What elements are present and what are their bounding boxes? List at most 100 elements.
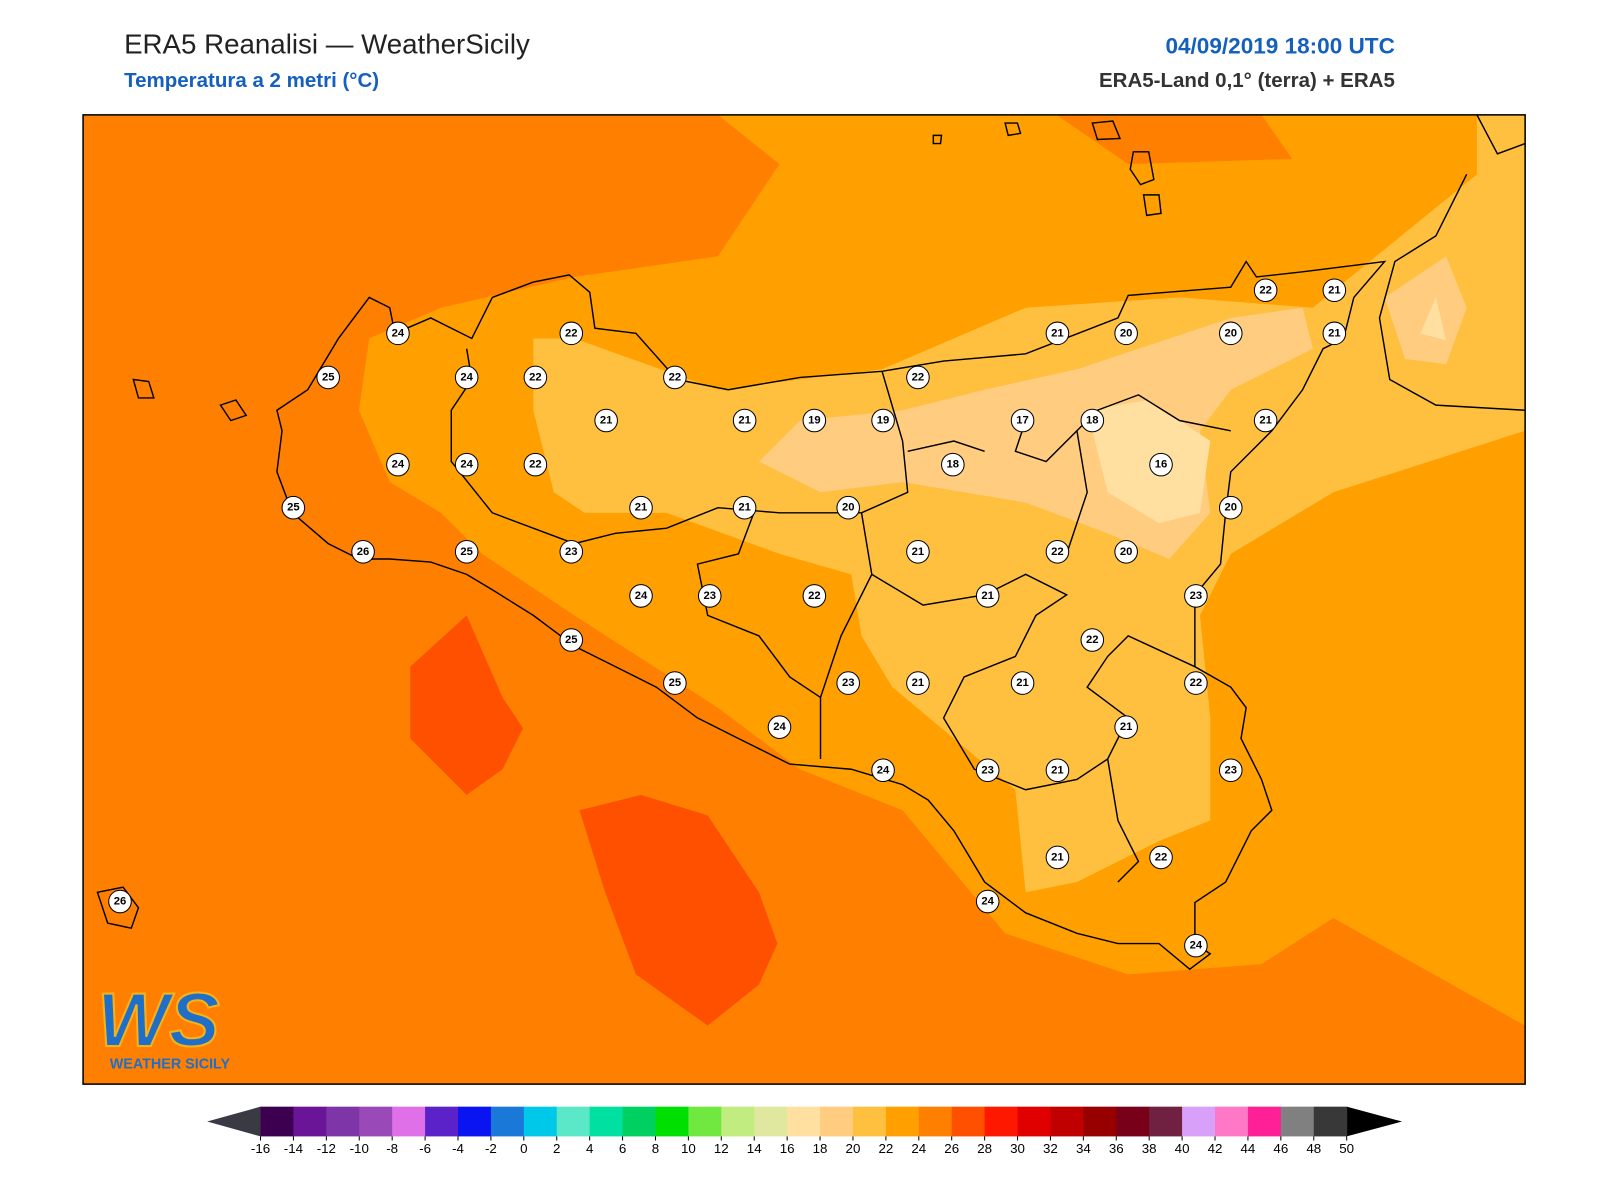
colorbar-tick-label: -2	[485, 1141, 497, 1156]
colorbar-tick-label: 0	[520, 1141, 527, 1156]
colorbar-segment	[688, 1106, 722, 1137]
station-marker	[386, 452, 410, 477]
station-marker	[975, 584, 1000, 608]
contour	[1087, 400, 1211, 524]
station-value: 25	[669, 677, 682, 689]
station-marker	[732, 408, 757, 433]
station-marker	[1080, 408, 1105, 433]
colorbar-segment	[425, 1106, 459, 1137]
logo-text: WEATHER SICILY	[110, 1057, 231, 1073]
station-marker	[663, 671, 687, 695]
colorbar-segment	[622, 1106, 656, 1137]
station-marker	[1322, 321, 1347, 346]
station-marker	[1114, 539, 1138, 564]
station-value: 19	[877, 415, 890, 427]
station-value: 24	[635, 590, 648, 602]
station-marker	[1184, 584, 1208, 608]
colorbar-tick-label: 48	[1306, 1141, 1321, 1156]
station-marker	[523, 365, 548, 390]
colorbar-segment	[754, 1106, 788, 1137]
colorbar-tick-label: 42	[1208, 1141, 1223, 1156]
station-marker	[1114, 715, 1138, 739]
colorbar-segment	[392, 1106, 426, 1137]
colorbar-tick-label: 32	[1043, 1141, 1058, 1156]
station-marker	[906, 539, 930, 564]
station-value: 21	[738, 415, 751, 427]
colorbar-tick-label: 38	[1142, 1141, 1157, 1156]
station-value: 20	[1225, 327, 1238, 339]
station-marker	[941, 452, 965, 477]
stations: 24 22 21 20 20 21 22 21 25 24 22 22 22 21 21 19 19 17 18 21…	[108, 278, 1347, 958]
colorbar-segment	[655, 1106, 689, 1137]
station-marker	[629, 584, 653, 608]
station-marker	[871, 758, 895, 783]
colorbar-tick-label: 40	[1175, 1141, 1190, 1156]
colorbar-segment	[1050, 1106, 1084, 1137]
station-value: 22	[1190, 677, 1203, 689]
station-marker	[594, 408, 618, 433]
station-marker	[1045, 758, 1070, 783]
station-marker	[1184, 933, 1208, 958]
station-marker	[906, 671, 930, 695]
colorbar-tick-label: 50	[1339, 1141, 1354, 1156]
colorbar-tick-label: 6	[619, 1141, 626, 1156]
station-marker	[108, 889, 132, 914]
station-marker	[975, 758, 1000, 783]
station-value: 18	[1086, 415, 1099, 427]
station-marker	[1149, 845, 1173, 870]
station-marker	[386, 321, 410, 346]
colorbar-segment	[984, 1106, 1019, 1137]
colorbar-segment	[1182, 1106, 1216, 1137]
colorbar-tick-label: 46	[1273, 1141, 1288, 1156]
station-value: 21	[635, 502, 648, 514]
station-marker	[1218, 495, 1243, 520]
station-marker	[454, 452, 479, 477]
station-value: 22	[1051, 546, 1064, 558]
colorbar-tick-label: 20	[846, 1141, 861, 1156]
station-marker	[975, 889, 1000, 914]
station-value: 19	[808, 415, 821, 427]
station-value: 26	[114, 896, 127, 908]
station-value: 23	[703, 590, 716, 602]
station-marker	[1253, 408, 1278, 433]
station-value: 25	[322, 371, 335, 383]
colorbar-segment	[787, 1106, 821, 1137]
coastline	[96, 114, 1526, 971]
station-marker	[316, 365, 340, 390]
colorbar-segment	[326, 1106, 360, 1137]
station-marker	[1218, 321, 1243, 346]
colorbar-segment	[918, 1106, 953, 1137]
station-marker	[697, 584, 722, 608]
logo: WS WEATHER SICILY	[96, 977, 231, 1073]
contour	[1384, 256, 1467, 365]
station-marker	[802, 408, 827, 433]
subtitle: Temperatura a 2 metri (°C)	[124, 69, 379, 92]
station-value: 21	[600, 415, 613, 427]
station-value: 22	[1155, 851, 1168, 863]
station-value: 24	[392, 459, 405, 471]
station-value: 20	[842, 502, 855, 514]
station-value: 21	[912, 546, 925, 558]
station-value: 22	[912, 371, 925, 383]
station-value: 23	[981, 764, 994, 776]
station-marker	[1010, 671, 1035, 695]
datetime: 04/09/2019 18:00 UTC	[1165, 33, 1394, 58]
station-value: 22	[529, 459, 542, 471]
station-value: 25	[460, 546, 473, 558]
colorbar-segment	[1149, 1106, 1183, 1137]
map: 24 22 21 20 20 21 22 21 25 24 22 22 22 21 21 19 19 17 18 21…	[83, 114, 1526, 1085]
station-marker	[281, 495, 306, 520]
station-marker	[906, 365, 930, 390]
station-value: 24	[460, 371, 473, 383]
colorbar-tick-label: -4	[452, 1141, 464, 1156]
colorbar-tick-label: 2	[553, 1141, 560, 1156]
station-value: 21	[1016, 677, 1029, 689]
station-value: 21	[1051, 327, 1064, 339]
station-value: 21	[1120, 721, 1133, 733]
station-value: 17	[1016, 415, 1029, 427]
colorbar-tick-label: 8	[652, 1141, 659, 1156]
station-marker	[732, 495, 757, 520]
station-value: 23	[842, 677, 855, 689]
